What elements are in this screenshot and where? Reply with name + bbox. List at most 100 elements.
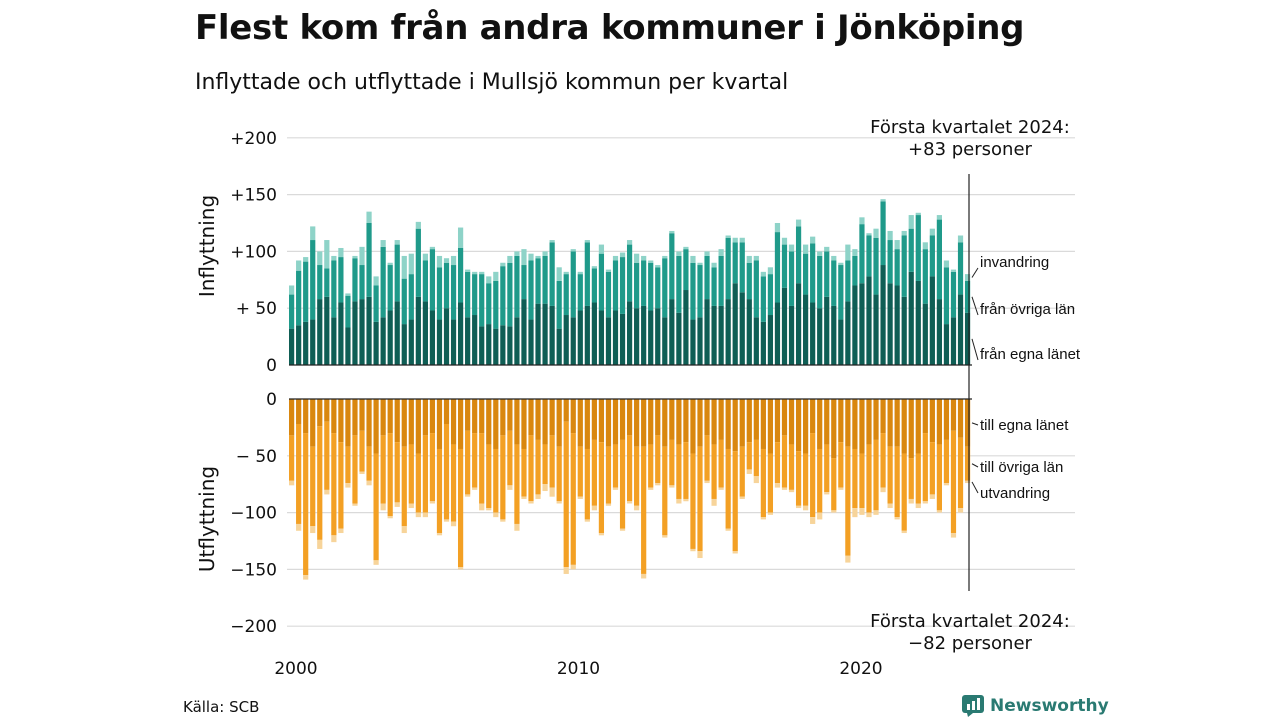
bar-out	[866, 444, 872, 513]
bar-in	[767, 274, 774, 316]
bar-out	[936, 399, 942, 445]
bar-out	[964, 480, 971, 484]
bar-out	[507, 485, 513, 490]
bar-in	[634, 253, 640, 263]
bar-in	[648, 262, 654, 311]
bar-out	[704, 435, 710, 481]
bar-out	[767, 512, 774, 515]
bar-in	[415, 296, 421, 365]
bar-out	[929, 399, 935, 443]
bar-in	[908, 271, 914, 365]
bar-out	[859, 399, 865, 454]
bar-in	[831, 260, 837, 306]
bar-out	[535, 494, 541, 499]
bar-in	[683, 246, 689, 250]
bar-in	[310, 226, 316, 241]
annotation-text: −82 personer	[908, 633, 1032, 654]
bar-out	[436, 399, 443, 449]
bar-out	[429, 399, 436, 434]
bar-out	[317, 539, 323, 549]
bar-out	[598, 399, 605, 443]
bar-in	[887, 230, 893, 241]
bar-out	[767, 399, 774, 454]
bar-out	[345, 446, 351, 484]
bar-out	[507, 399, 513, 431]
bar-in	[831, 305, 837, 365]
bar-in	[324, 296, 330, 365]
bar-out	[598, 533, 605, 536]
bar-in	[873, 237, 879, 295]
bar-out	[950, 430, 957, 534]
bar-in	[957, 294, 964, 365]
bar-out	[619, 399, 626, 440]
bar-out	[619, 528, 626, 531]
bar-out	[570, 433, 576, 565]
bar-in	[366, 296, 372, 365]
bar-out	[943, 483, 950, 486]
bar-in	[387, 310, 393, 365]
bar-in	[507, 262, 513, 327]
bar-out	[296, 523, 302, 531]
bar-in	[486, 324, 492, 365]
bar-in	[964, 274, 971, 281]
bar-in	[873, 228, 879, 238]
bar-out	[817, 399, 823, 449]
bar-out	[950, 533, 957, 538]
bar-out	[394, 442, 400, 503]
bar-in	[760, 276, 766, 322]
bar-out	[317, 426, 323, 540]
bar-in	[563, 274, 569, 316]
series-label: till övriga län	[980, 459, 1063, 476]
bar-out	[788, 489, 795, 493]
bar-in	[366, 223, 372, 297]
bar-in	[908, 228, 914, 272]
bar-out	[838, 487, 844, 490]
y-tick-label: 0	[266, 356, 277, 376]
bar-in	[746, 299, 752, 365]
bar-out	[394, 502, 400, 507]
bar-in	[859, 224, 865, 284]
bar-in	[641, 255, 647, 261]
bar-in	[922, 303, 928, 365]
y-tick-label: 0	[266, 390, 277, 410]
source-note: Källa: SCB	[183, 698, 260, 716]
bar-out	[514, 399, 520, 445]
bar-out	[690, 453, 696, 549]
bar-in	[549, 240, 555, 243]
bar-out	[648, 399, 654, 445]
bar-out	[366, 399, 372, 447]
leader-line	[971, 422, 979, 426]
series-label: invandring	[980, 254, 1049, 271]
bar-in	[493, 280, 499, 329]
bar-in	[929, 235, 935, 277]
bar-in	[605, 317, 612, 365]
bar-out	[662, 446, 668, 536]
bar-in	[570, 317, 576, 365]
bar-in	[345, 327, 351, 365]
bar-in	[669, 299, 675, 365]
y-tick-label: +100	[230, 242, 277, 262]
bar-in	[669, 233, 675, 300]
bar-out	[760, 399, 766, 449]
bar-out	[683, 399, 689, 443]
bar-in	[584, 242, 590, 306]
bar-out	[415, 512, 421, 518]
bar-in	[781, 237, 788, 245]
bar-in	[542, 255, 548, 304]
x-tick-label: 2000	[274, 659, 317, 679]
bar-out	[676, 444, 682, 499]
bar-out	[535, 399, 541, 440]
bar-in	[817, 308, 823, 365]
bar-in	[324, 268, 330, 297]
bar-in	[486, 283, 492, 325]
bar-out	[887, 399, 893, 447]
bar-out	[697, 399, 703, 447]
bar-out	[852, 448, 858, 509]
bar-in	[507, 255, 513, 263]
bar-out	[711, 498, 717, 506]
bar-in	[774, 232, 781, 303]
annotation-layer: Första kvartalet 2024:+83 personerFörsta…	[870, 117, 1070, 654]
bar-out	[570, 564, 576, 570]
bar-out	[521, 399, 527, 449]
y-tick-label: −100	[230, 504, 277, 524]
